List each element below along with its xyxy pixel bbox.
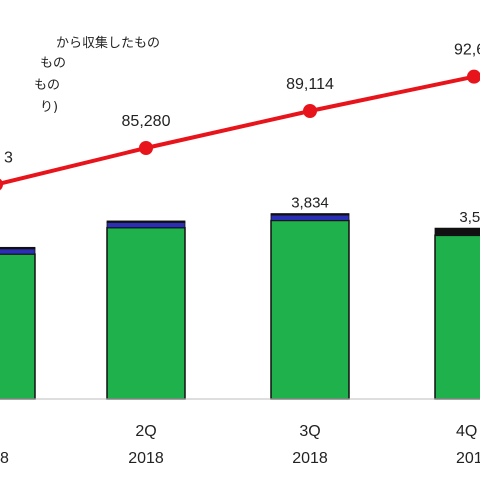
bar-value-label-3: 3,834 [291, 195, 329, 212]
bar-segment-1-3 [270, 219, 350, 400]
line-series [0, 74, 475, 186]
legend-line-3: もの [34, 78, 61, 93]
bar-segment-1-4 [434, 234, 480, 400]
line-value-label-4: 92,67 [454, 42, 480, 59]
x-tick-quarter-3: 3Q [299, 423, 320, 440]
x-tick-year-2: 2018 [128, 450, 164, 467]
bar-segment-2-2 [106, 221, 186, 229]
bar-segment-3-4 [434, 227, 480, 235]
line-point-1 [0, 178, 3, 191]
bar-segment-3-3 [270, 213, 350, 216]
bar-segment-1-1 [0, 253, 36, 400]
line-value-label-3: 89,114 [286, 76, 334, 93]
bar-segment-3-1 [0, 246, 36, 250]
x-tick-year-3: 2018 [292, 450, 328, 467]
legend-line-2: もの [40, 56, 67, 71]
bar-segment-3-2 [106, 220, 186, 223]
x-tick-year-4: 201 [456, 450, 480, 467]
x-tick-quarter-2: 2Q [135, 423, 156, 440]
legend-line-4: り) [40, 100, 59, 115]
legend-line-1: から収集したもの [56, 36, 161, 51]
bar-segment-2-3 [270, 214, 350, 221]
line-value-label-1: 3 [4, 149, 13, 166]
bar-segment-2-1 [0, 248, 36, 255]
line-point-3 [303, 104, 317, 118]
x-tick-year-1: 8 [0, 450, 9, 467]
bar-segment-1-2 [106, 226, 186, 400]
line-point-2 [139, 141, 153, 155]
bar-value-label-4: 3,56 [459, 209, 480, 226]
x-tick-quarter-4: 4Q [456, 423, 477, 440]
line-point-4 [467, 69, 480, 84]
line-value-label-2: 85,280 [122, 113, 171, 130]
